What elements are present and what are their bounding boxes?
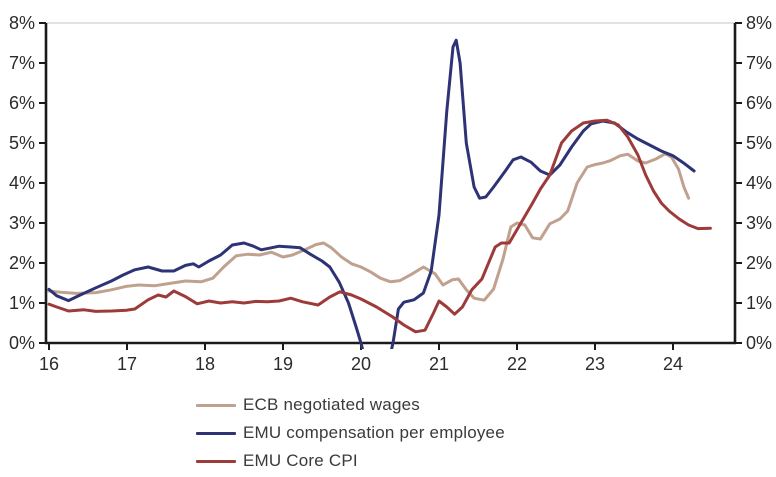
y-tick-label-right: 4% [746, 173, 772, 193]
y-axis-ticks: 0% 0% 1% 1% 2% 2% 3% 3% 4% 4% 5% 5% 6% 6% 7% 7% 8% 8% [9, 13, 772, 353]
y-tick-label-right: 3% [746, 213, 772, 233]
legend-item-ecb-negotiated-wages: ECB negotiated wages [196, 391, 505, 419]
y-tick-label-left: 8% [9, 13, 35, 33]
y-tick-label-left: 0% [9, 333, 35, 353]
y-tick-label-right: 7% [746, 53, 772, 73]
y-tick-label-right: 6% [746, 93, 772, 113]
chart-legend: ECB negotiated wages EMU compensation pe… [196, 391, 505, 475]
x-tick-label: 20 [351, 354, 371, 374]
legend-item-emu-compensation-per-employee: EMU compensation per employee [196, 419, 505, 447]
y-tick-label-right: 0% [746, 333, 772, 353]
y-tick-label-left: 6% [9, 93, 35, 113]
y-tick-label-right: 1% [746, 293, 772, 313]
legend-label-ecb-negotiated-wages: ECB negotiated wages [243, 395, 420, 414]
series-ecb-negotiated-wages [47, 152, 691, 302]
y-tick-label-left: 5% [9, 133, 35, 153]
axes [44, 23, 737, 345]
legend-item-emu-core-cpi: EMU Core CPI [196, 447, 505, 475]
y-tick-label-right: 8% [746, 13, 772, 33]
x-tick-label: 17 [117, 354, 137, 374]
legend-swatch-emu-compensation-per-employee [196, 431, 236, 435]
legend-swatch-emu-core-cpi [196, 459, 236, 463]
x-tick-label: 23 [585, 354, 605, 374]
x-tick-label: 19 [273, 354, 293, 374]
x-tick-label: 16 [39, 354, 59, 374]
y-tick-label-left: 7% [9, 53, 35, 73]
x-tick-label: 21 [429, 354, 449, 374]
legend-label-emu-core-cpi: EMU Core CPI [243, 451, 358, 470]
y-tick-label-left: 1% [9, 293, 35, 313]
x-tick-label: 24 [663, 354, 683, 374]
y-tick-label-left: 2% [9, 253, 35, 273]
y-tick-label-right: 2% [746, 253, 772, 273]
x-axis-ticks: 16 17 18 19 20 21 22 23 24 [39, 343, 683, 374]
x-tick-label: 18 [195, 354, 215, 374]
legend-swatch-ecb-negotiated-wages [196, 403, 236, 407]
series-emu-compensation-per-employee [47, 38, 696, 349]
x-tick-label: 22 [507, 354, 527, 374]
series-emu-core-cpi [47, 118, 712, 334]
y-tick-label-left: 4% [9, 173, 35, 193]
y-tick-label-right: 5% [746, 133, 772, 153]
legend-label-emu-compensation-per-employee: EMU compensation per employee [243, 423, 505, 442]
y-tick-label-left: 3% [9, 213, 35, 233]
